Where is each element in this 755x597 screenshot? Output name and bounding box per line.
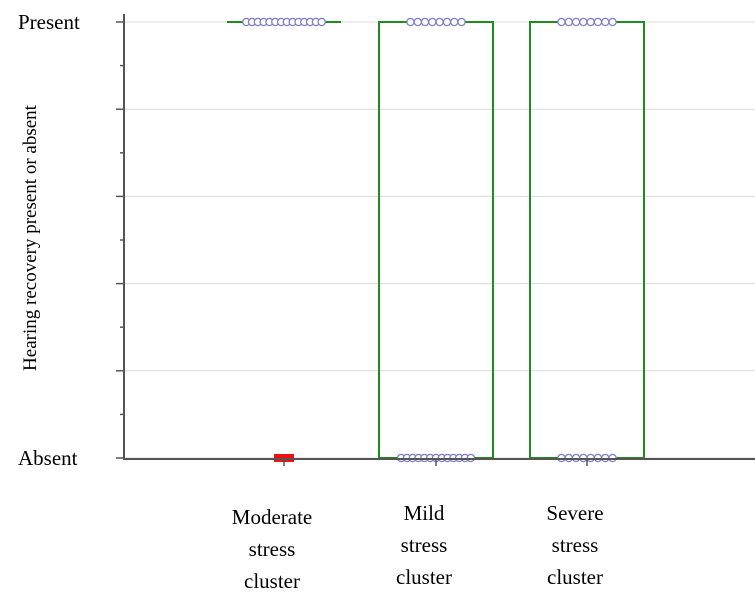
axes: [116, 14, 755, 466]
data-point: [579, 17, 588, 27]
y-tick-label-absent: Absent: [18, 446, 78, 470]
data-points: [242, 17, 617, 463]
data-point: [457, 17, 466, 27]
data-point: [571, 17, 581, 27]
data-point: [564, 17, 574, 27]
axis-labels: Absent Present Moderate stress cluster Mild st…: [18, 10, 604, 593]
x-tick-label: cluster: [396, 565, 452, 589]
data-point: [586, 17, 595, 27]
data-point: [317, 17, 326, 27]
data-point: [557, 17, 566, 27]
y-axis-title: Hearing recovery present or absent: [20, 104, 41, 371]
data-point: [420, 17, 430, 27]
data-point: [428, 17, 437, 27]
data-point: [435, 17, 444, 27]
data-point: [608, 17, 617, 27]
x-tick-label: Severe: [546, 501, 603, 525]
x-tick-label: Mild: [404, 501, 445, 525]
data-point: [442, 17, 452, 27]
data-point: [406, 17, 415, 27]
grid-lines: [124, 21, 755, 459]
x-tick-label: stress: [249, 537, 296, 561]
y-tick-label-present: Present: [18, 10, 80, 34]
x-tick-label: Moderate: [232, 505, 312, 529]
box-3: [529, 21, 645, 459]
box-2: [378, 21, 494, 459]
data-point: [449, 17, 459, 27]
x-tick-label: stress: [401, 533, 448, 557]
data-point: [413, 17, 422, 27]
x-tick-label: cluster: [244, 569, 300, 593]
data-point: [601, 17, 610, 27]
x-tick-label: stress: [552, 533, 599, 557]
box-layer: [227, 21, 645, 459]
data-point: [593, 17, 603, 27]
x-tick-label: cluster: [547, 565, 603, 589]
